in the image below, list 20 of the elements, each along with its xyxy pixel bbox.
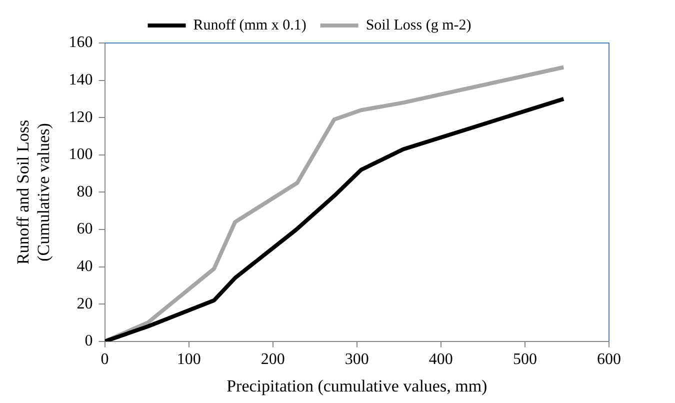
x-axis-title: Precipitation (cumulative values, mm) [226, 376, 488, 396]
x-tick-label: 500 [512, 351, 537, 368]
y-tick-label: 120 [68, 108, 93, 126]
y-tick-label: 160 [68, 34, 93, 52]
y-tick-label: 80 [76, 183, 93, 200]
y-tick-label: 60 [76, 220, 93, 238]
x-tick-label: 100 [176, 351, 201, 368]
y-axis-title: Runoff and Soil Loss (Cumulative values) [14, 120, 54, 265]
legend-label: Soil Loss (g m-2) [366, 17, 472, 34]
y-tick-label: 140 [68, 72, 93, 89]
y-tick-label: 100 [68, 146, 93, 164]
x-tick-label: 400 [428, 351, 453, 368]
y-tick-label: 40 [76, 258, 93, 276]
x-tick-label: 200 [260, 351, 285, 368]
y-tick-label: 0 [84, 332, 93, 350]
x-tick-label: 0 [100, 351, 109, 368]
x-tick-label: 300 [344, 351, 369, 368]
x-tick-label: 600 [597, 351, 621, 368]
legend-label: Runoff (mm x 0.1) [193, 17, 306, 34]
y-tick-label: 20 [76, 295, 93, 312]
